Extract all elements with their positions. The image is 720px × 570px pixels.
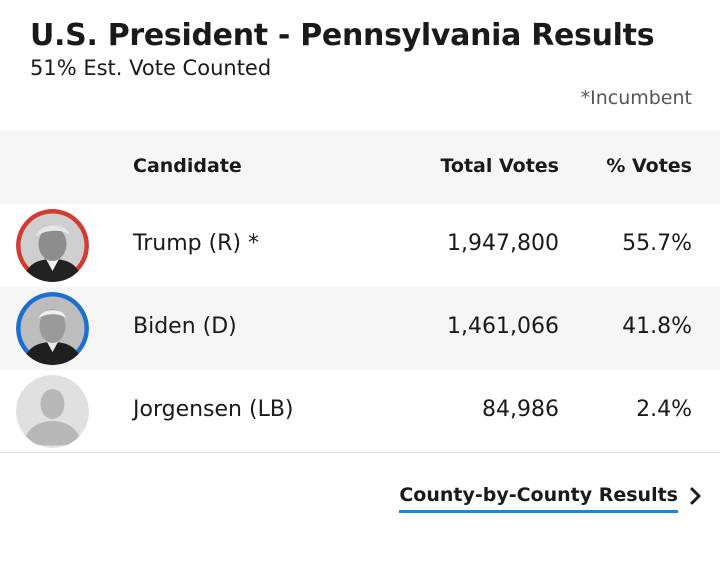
placeholder-avatar-icon bbox=[16, 375, 89, 448]
incumbent-note: *Incumbent bbox=[580, 87, 692, 109]
column-header-candidate: Candidate bbox=[133, 155, 242, 177]
results-table: Candidate Total Votes % Votes Trump (R) … bbox=[0, 130, 720, 453]
trump-avatar bbox=[16, 209, 89, 282]
pct-votes: 55.7% bbox=[622, 231, 692, 256]
divider bbox=[0, 452, 720, 453]
total-votes: 1,461,066 bbox=[447, 314, 559, 339]
candidate-name: Jorgensen (LB) bbox=[133, 397, 294, 422]
total-votes: 1,947,800 bbox=[447, 231, 559, 256]
column-header-total-votes: Total Votes bbox=[440, 155, 559, 177]
vote-counted-subtitle: 51% Est. Vote Counted bbox=[30, 56, 272, 80]
table-row: Trump (R) * 1,947,800 55.7% bbox=[0, 204, 720, 287]
county-by-county-results-link[interactable]: County-by-County Results bbox=[399, 484, 678, 513]
pct-votes: 41.8% bbox=[622, 314, 692, 339]
table-row: Jorgensen (LB) 84,986 2.4% bbox=[0, 370, 720, 453]
table-row: Biden (D) 1,461,066 41.8% bbox=[0, 287, 720, 370]
pct-votes: 2.4% bbox=[636, 397, 692, 422]
biden-avatar bbox=[16, 292, 89, 365]
page-title: U.S. President - Pennsylvania Results bbox=[30, 18, 655, 53]
candidate-name: Biden (D) bbox=[133, 314, 237, 339]
candidate-name: Trump (R) * bbox=[133, 231, 260, 256]
total-votes: 84,986 bbox=[482, 397, 559, 422]
column-header-pct-votes: % Votes bbox=[606, 155, 692, 177]
table-header: Candidate Total Votes % Votes bbox=[0, 130, 720, 204]
chevron-right-icon[interactable] bbox=[688, 486, 704, 506]
